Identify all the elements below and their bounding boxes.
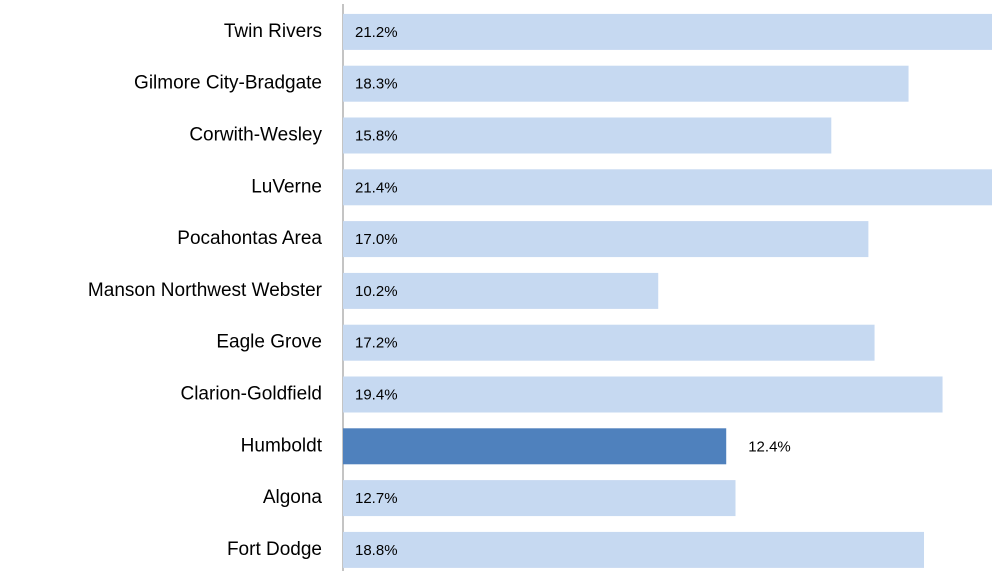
value-label: 19.4% [355, 386, 398, 403]
bar [343, 480, 736, 517]
category-label: Manson Northwest Webster [88, 280, 323, 301]
value-label: 12.4% [748, 438, 791, 455]
value-label: 18.3% [355, 76, 398, 93]
category-label: Pocahontas Area [177, 228, 322, 249]
value-label: 17.2% [355, 335, 398, 352]
bar [343, 169, 992, 206]
category-label: Clarion-Goldfield [180, 384, 322, 405]
category-label: LuVerne [251, 176, 322, 197]
category-label: Twin Rivers [224, 21, 322, 42]
category-label: Eagle Grove [216, 332, 322, 353]
bar [343, 376, 943, 413]
bar [343, 13, 992, 50]
bar [343, 221, 869, 258]
category-label: Gilmore City-Bradgate [134, 73, 322, 94]
bar [343, 272, 659, 309]
value-label: 18.8% [355, 542, 398, 559]
value-label: 17.0% [355, 231, 398, 248]
value-label: 10.2% [355, 283, 398, 300]
bar [343, 428, 727, 465]
bar [343, 117, 832, 154]
bar [343, 531, 925, 568]
value-label: 12.7% [355, 490, 398, 507]
category-label: Algona [263, 487, 323, 508]
bar [343, 324, 875, 361]
category-label: Corwith-Wesley [189, 125, 322, 146]
category-label: Humboldt [241, 435, 323, 456]
bar [343, 65, 909, 102]
value-label: 21.4% [355, 179, 398, 196]
value-label: 15.8% [355, 127, 398, 144]
value-label: 21.2% [355, 24, 398, 41]
category-label: Fort Dodge [227, 539, 322, 560]
